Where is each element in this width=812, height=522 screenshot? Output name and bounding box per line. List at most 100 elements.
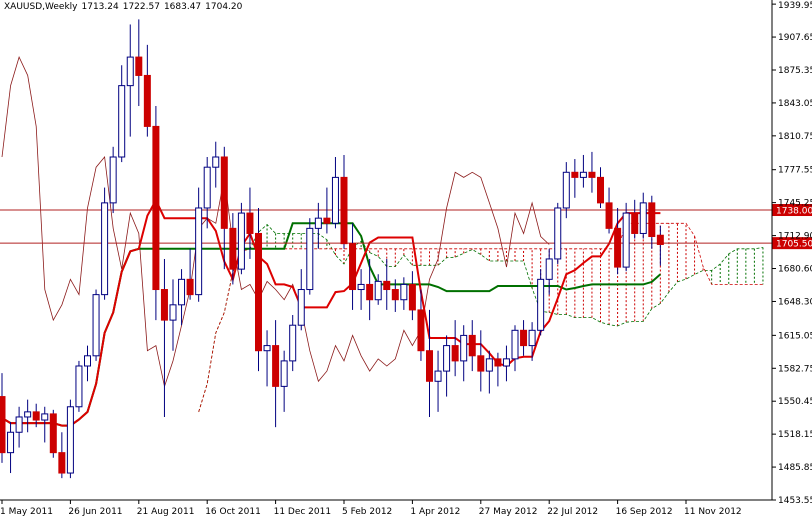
y-tick-label: 1550.45	[778, 397, 812, 407]
bull-candle	[195, 207, 203, 296]
bear-candle	[571, 171, 579, 178]
bear-candle	[49, 413, 57, 454]
senkou-span-b	[198, 222, 763, 413]
bear-candle	[160, 289, 168, 321]
bull-candle	[485, 358, 493, 372]
bear-candle	[383, 280, 391, 291]
bear-candle	[58, 452, 66, 474]
bull-candle	[75, 365, 83, 408]
y-tick-label: 1648.30	[778, 297, 812, 307]
y-tick-label: 1453.55	[778, 496, 812, 506]
bear-candle	[391, 289, 399, 301]
bull-candle	[434, 370, 442, 382]
bear-candle	[520, 329, 528, 347]
close-value: 1704.20	[205, 2, 243, 12]
bull-candle	[554, 207, 562, 260]
x-tick-label: 27 May 2012	[479, 507, 538, 517]
bear-candle	[614, 227, 622, 268]
y-tick-label: 1712.90	[778, 232, 812, 242]
bull-candle	[237, 212, 245, 270]
bull-candle	[400, 283, 408, 301]
bear-candle	[468, 334, 476, 357]
bull-candle	[126, 56, 134, 87]
bull-candle	[374, 280, 382, 301]
x-tick-label: 26 Jun 2011	[68, 507, 122, 517]
y-tick-label: 1907.65	[778, 33, 812, 43]
level-marker	[772, 204, 812, 217]
bull-candle	[297, 289, 305, 326]
senkou-span-a	[198, 223, 764, 413]
y-tick-label: 1875.35	[778, 66, 812, 76]
bear-candle	[272, 345, 280, 387]
bear-candle	[135, 56, 143, 76]
bull-candle	[306, 227, 314, 291]
y-tick-label: 1843.05	[778, 99, 812, 109]
symbol-label: XAUUSD,Weekly	[4, 2, 78, 12]
bear-candle	[366, 283, 374, 301]
x-tick-label: 16 Sep 2012	[616, 507, 673, 517]
bull-candle	[7, 431, 15, 454]
y-tick-label: 1777.55	[778, 166, 812, 176]
bull-candle	[460, 334, 468, 362]
bull-candle	[331, 176, 339, 224]
bull-candle	[443, 345, 451, 372]
bull-candle	[263, 345, 271, 352]
kijun-sen	[1, 222, 662, 427]
bear-candle	[597, 176, 604, 204]
bull-candle	[562, 171, 570, 209]
bull-candle	[280, 360, 288, 387]
x-tick-label: 16 Oct 2011	[205, 507, 261, 517]
bull-candle	[41, 413, 49, 421]
bear-candle	[255, 232, 262, 352]
bear-candle	[220, 156, 228, 229]
bear-candle	[426, 350, 433, 382]
bull-candle	[314, 217, 322, 229]
y-tick-label: 1680.60	[778, 265, 812, 275]
bear-candle	[143, 74, 151, 127]
bear-candle	[408, 283, 416, 311]
x-tick-label: 1 May 2011	[0, 507, 53, 517]
bear-candle	[186, 278, 194, 296]
bull-candle	[212, 156, 220, 168]
low-value: 1683.47	[163, 2, 202, 12]
bear-candle	[648, 202, 656, 238]
bull-candle	[622, 212, 630, 268]
bull-candle	[579, 171, 587, 178]
y-tick-label: 1939.95	[778, 1, 812, 11]
bear-candle	[340, 176, 348, 245]
y-tick-label: 1745.25	[778, 199, 812, 209]
chart-header: XAUUSD,Weekly 1713.24 1722.57 1683.47 1704.2…	[4, 2, 246, 12]
bear-candle	[246, 212, 254, 234]
x-tick-label: 11 Dec 2011	[274, 507, 332, 517]
x-tick-label: 22 Jul 2012	[547, 507, 598, 517]
y-tick-label: 1810.75	[778, 132, 812, 142]
bull-candle	[537, 278, 545, 331]
y-tick-label: 1518.15	[778, 430, 812, 440]
open-value: 1713.24	[81, 2, 119, 12]
bull-candle	[357, 283, 365, 291]
bear-candle	[451, 345, 459, 362]
y-tick-label: 1615.05	[778, 331, 812, 341]
x-tick-label: 11 Nov 2012	[684, 507, 742, 517]
bull-candle	[15, 416, 23, 433]
bull-candle	[66, 406, 74, 474]
level-marker	[772, 237, 812, 250]
bull-candle	[528, 329, 536, 347]
level-label: 1705.50	[776, 240, 812, 250]
bear-candle	[477, 355, 485, 372]
bear-candle	[0, 396, 6, 454]
bull-candle	[511, 329, 519, 360]
bull-candle	[289, 324, 297, 362]
bull-candle	[84, 355, 91, 367]
level-label: 1738.00	[776, 207, 812, 217]
bull-candle	[203, 166, 211, 209]
x-tick-label: 21 Aug 2011	[137, 507, 195, 517]
tenkan-sen	[1, 198, 661, 427]
bull-candle	[118, 85, 126, 158]
bear-candle	[349, 243, 357, 291]
bull-candle	[101, 202, 109, 296]
high-value: 1722.57	[122, 2, 160, 12]
indicator-lines	[1, 55, 662, 427]
